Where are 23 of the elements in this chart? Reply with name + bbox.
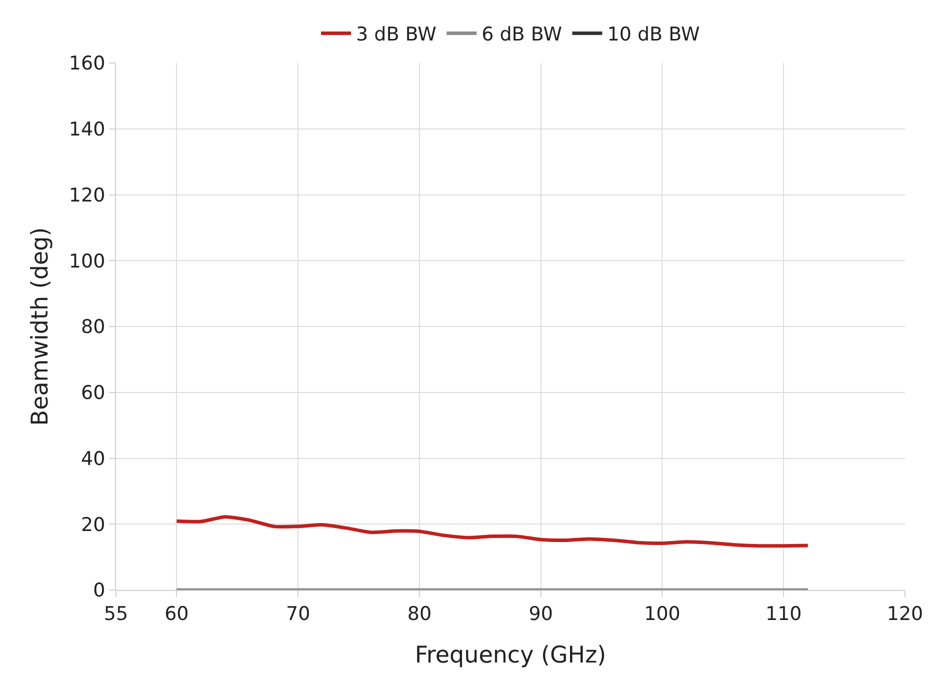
x-axis-title: Frequency (GHz) (414, 642, 606, 668)
x-tick-label: 60 (164, 602, 189, 625)
y-tick-label: 80 (81, 316, 106, 338)
y-tick-label: 20 (81, 514, 106, 536)
y-axis-title: Beamwidth (deg) (27, 227, 54, 426)
y-tick-label: 60 (81, 382, 106, 404)
legend-label: 6 dB BW (482, 24, 562, 46)
y-tick-label: 120 (68, 184, 106, 206)
y-tick-label: 160 (68, 52, 106, 75)
legend-label: 10 dB BW (607, 24, 700, 46)
x-tick-label: 80 (407, 602, 432, 625)
x-tick-label: 55 (104, 602, 128, 625)
x-tick-label: 100 (644, 602, 680, 625)
y-tick-label: 100 (68, 250, 106, 272)
legend-label: 3 dB BW (356, 24, 437, 46)
y-tick-label: 40 (81, 448, 106, 470)
line-series (174, 515, 810, 548)
y-tick-label: 0 (93, 580, 106, 602)
x-tick-label: 120 (886, 602, 924, 625)
y-tick-label: 140 (68, 118, 106, 141)
x-tick-label: 110 (765, 602, 802, 625)
x-tick-label: 70 (286, 602, 310, 625)
x-tick-label: 90 (528, 602, 553, 625)
